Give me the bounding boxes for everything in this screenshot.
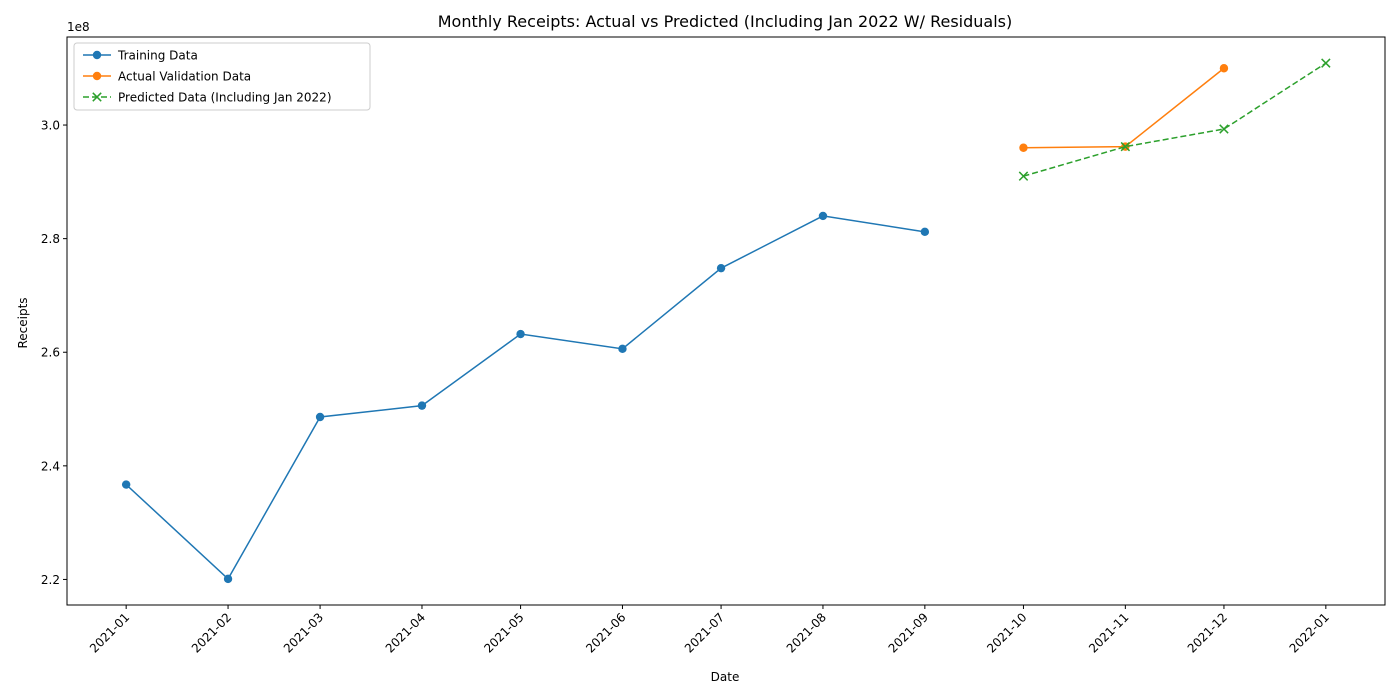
data-point	[92, 92, 102, 102]
legend-item: Predicted Data (Including Jan 2022)	[83, 91, 332, 105]
series-line	[1023, 62, 1327, 177]
y-tick-label: 2.8	[41, 232, 60, 246]
data-point	[417, 401, 427, 410]
data-point-stroke	[1018, 171, 1029, 181]
legend-box	[73, 42, 371, 111]
x-tick-label: 2021-11	[1086, 610, 1131, 655]
x-tick-label: 2021-06	[583, 610, 628, 655]
x-tick-label: 2021-09	[886, 610, 931, 655]
plot-frame	[66, 36, 1386, 606]
legend-label: Predicted Data (Including Jan 2022)	[118, 91, 332, 105]
data-point	[1018, 171, 1029, 181]
data-point-stroke	[1219, 124, 1229, 134]
legend-label: Training Data	[117, 49, 198, 63]
legend-label: Actual Validation Data	[118, 70, 251, 84]
data-point	[121, 480, 131, 489]
x-tick-label: 2021-02	[189, 610, 234, 655]
data-point-stroke	[1321, 58, 1331, 68]
x-tick-label: 2021-05	[481, 610, 526, 655]
chart-title: Monthly Receipts: Actual vs Predicted (I…	[438, 12, 1012, 31]
data-point	[92, 50, 102, 60]
data-point	[92, 71, 102, 81]
y-axis-offset-label: 1e8	[67, 20, 90, 34]
x-tick-label: 2021-01	[87, 610, 132, 655]
series-group	[1019, 64, 1229, 152]
x-tick-label: 2021-08	[784, 610, 829, 655]
data-point	[818, 211, 828, 221]
x-tick-label: 2021-07	[682, 610, 727, 655]
data-point	[716, 263, 726, 273]
x-tick-label: 2021-10	[984, 610, 1029, 655]
data-point	[223, 574, 233, 584]
data-point	[1120, 141, 1131, 152]
plot-area: 2.2 2.4 2.6 2.8 3.0 2021-01 2021-02 2021-03 2021…	[41, 36, 1386, 656]
x-tick-label: 2021-12	[1185, 610, 1230, 655]
y-axis-label: Receipts	[16, 297, 30, 348]
data-point	[920, 227, 930, 237]
data-point	[315, 412, 325, 422]
legend-item: Training Data	[83, 49, 198, 63]
y-tick-label: 3.0	[41, 119, 60, 133]
data-point	[1321, 58, 1331, 68]
x-tick-label: 2022-01	[1287, 610, 1332, 655]
data-point-stroke	[1120, 141, 1131, 152]
data-point	[1019, 143, 1028, 152]
legend: Training Data Actual Validation Data Predi…	[73, 42, 371, 111]
y-tick-label: 2.4	[41, 459, 60, 473]
data-point	[1219, 64, 1229, 73]
data-point	[516, 329, 525, 339]
series-group	[1018, 58, 1331, 181]
y-tick-label: 2.2	[41, 573, 60, 587]
series-group	[121, 211, 930, 584]
series-line	[125, 215, 925, 581]
data-point	[618, 344, 627, 354]
x-tick-label: 2021-03	[281, 610, 326, 655]
y-tick-label: 2.6	[41, 346, 60, 360]
series-line	[1023, 67, 1225, 149]
x-tick-label: 2021-04	[383, 610, 428, 655]
x-axis-label: Date	[711, 670, 740, 684]
data-point-stroke	[92, 92, 102, 102]
legend-item: Actual Validation Data	[83, 70, 251, 84]
data-point	[1219, 124, 1229, 134]
